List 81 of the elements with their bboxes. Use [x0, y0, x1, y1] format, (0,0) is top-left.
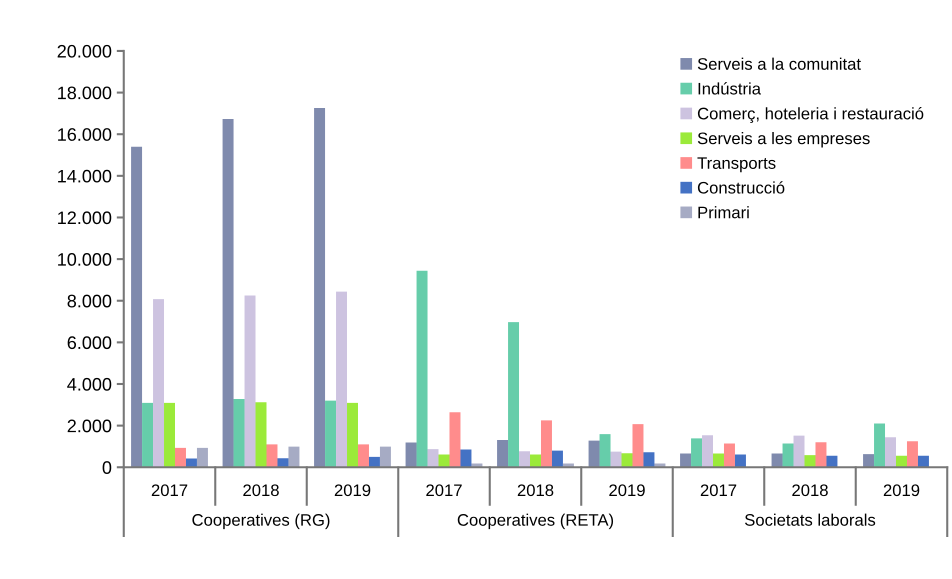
bar	[131, 146, 142, 468]
bar	[222, 119, 234, 468]
bar	[449, 412, 460, 468]
bar	[153, 299, 164, 468]
bar	[175, 448, 186, 468]
x-tick-label: 2019	[609, 484, 645, 496]
bar	[325, 400, 336, 468]
bar	[530, 454, 541, 468]
x-tick-label: 2017	[426, 484, 462, 496]
bar	[244, 296, 256, 468]
y-tick-label: 6.000	[68, 336, 112, 350]
bar	[691, 438, 702, 468]
bar	[508, 322, 520, 468]
y-tick-label: 18.000	[58, 86, 112, 100]
bar	[164, 402, 175, 468]
y-tick-label: 2.000	[68, 420, 112, 432]
bar	[680, 454, 692, 468]
bar	[428, 449, 439, 468]
x-tick-label: 2017	[700, 484, 736, 496]
bar	[552, 450, 563, 468]
legend-label: Serveis a les empreses	[698, 132, 870, 148]
legend-label: Construcció	[698, 181, 784, 194]
text: Societats laborals	[744, 514, 876, 526]
x-tick-label: 2018	[518, 484, 554, 496]
legend-label: Indústria	[698, 82, 761, 95]
y-tick-label: 16.000	[58, 128, 112, 141]
legend-label: Comerç, hoteleria i restauració	[698, 107, 924, 123]
bar	[622, 453, 632, 468]
bar	[460, 450, 472, 468]
bar	[497, 440, 508, 468]
x-tick-label: 2018	[243, 484, 279, 496]
x-tick-label: 2019	[884, 484, 920, 496]
y-tick-label: 0	[102, 461, 112, 474]
legend-label: Primari	[698, 206, 749, 218]
y-tick-label: 20.000	[58, 44, 112, 58]
bar	[874, 424, 886, 468]
y-tick-label: 8.000	[68, 294, 112, 308]
bar	[772, 454, 783, 468]
x-tick-label: 2017	[152, 484, 188, 496]
bar	[610, 452, 622, 468]
y-tick-label: 14.000	[58, 170, 112, 183]
bar	[885, 437, 896, 468]
bar	[782, 444, 794, 468]
bar	[438, 454, 450, 468]
text: Cooperatives (RG)	[192, 514, 330, 530]
bar	[815, 442, 826, 468]
bar	[540, 420, 552, 468]
bar	[380, 446, 391, 468]
bar	[347, 402, 358, 468]
bar	[266, 444, 278, 468]
bar	[804, 455, 816, 468]
bar	[863, 454, 874, 468]
bar	[288, 446, 300, 468]
bar	[406, 442, 417, 468]
bar	[416, 270, 428, 468]
bar	[336, 292, 348, 468]
bar	[196, 448, 208, 468]
y-tick-label: 10.000	[58, 253, 112, 266]
bar	[600, 434, 611, 468]
bar	[234, 398, 245, 468]
bar	[713, 454, 724, 468]
bar	[142, 402, 154, 468]
bar	[519, 451, 530, 468]
x-tick-label: 2018	[792, 484, 828, 496]
bar	[256, 402, 266, 468]
bar	[643, 452, 654, 468]
bar	[632, 424, 644, 468]
bar	[906, 441, 918, 468]
y-tick-label: 12.000	[58, 211, 112, 224]
bar	[734, 454, 746, 468]
bar	[724, 444, 735, 468]
y-tick-label: 4.000	[67, 378, 112, 391]
bar	[358, 444, 369, 468]
bar	[314, 108, 326, 468]
legend-label: Transports	[697, 157, 776, 172]
legend-label: Serveis a la comunitat	[698, 58, 861, 70]
bar	[702, 435, 714, 468]
bar	[588, 440, 600, 468]
bar	[794, 436, 805, 468]
x-tick-label: 2019	[334, 484, 370, 496]
text: Cooperatives (RETA)	[458, 514, 614, 530]
